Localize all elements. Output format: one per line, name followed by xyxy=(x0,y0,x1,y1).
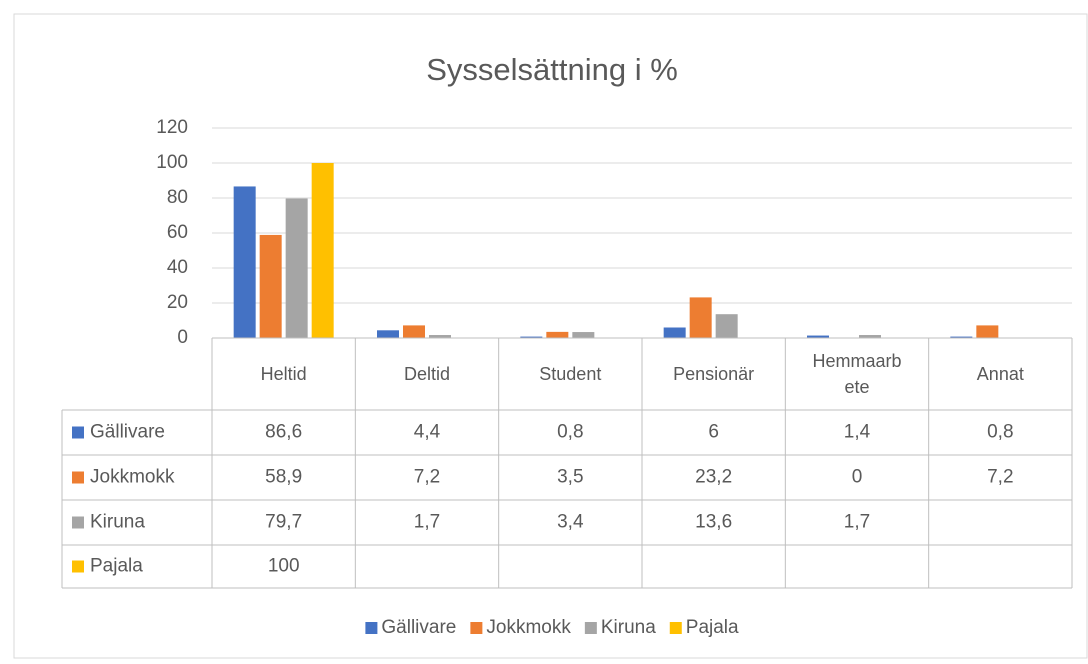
legend-swatch xyxy=(365,622,378,634)
row-label: Kiruna xyxy=(90,512,145,533)
table-value: 1,4 xyxy=(844,422,871,443)
category-cell: Hemmaarbete xyxy=(812,351,902,397)
x-tick-label: Student xyxy=(539,364,602,384)
bar xyxy=(976,325,999,338)
table-value: 1,7 xyxy=(844,512,870,533)
category-cell: Deltid xyxy=(403,364,450,384)
category-cell: Pensionär xyxy=(673,364,755,384)
x-tick-label: Pensionär xyxy=(673,364,755,384)
table-value: 23,2 xyxy=(695,467,732,488)
bar xyxy=(689,297,712,338)
y-tick-label: 40 xyxy=(167,257,188,278)
bar xyxy=(311,163,334,338)
bar xyxy=(546,331,569,338)
table-value: 3,4 xyxy=(557,512,584,533)
legend-swatch xyxy=(669,622,682,634)
x-tick-label: Annat xyxy=(976,364,1024,384)
table-value: 58,9 xyxy=(265,467,302,488)
table-value: 0,8 xyxy=(557,422,583,443)
bar xyxy=(715,314,738,338)
table-value: 100 xyxy=(268,556,300,577)
bar xyxy=(233,186,256,338)
bar xyxy=(807,335,829,338)
table-value: 7,2 xyxy=(414,467,440,488)
legend-swatch xyxy=(72,471,84,484)
table-value: 4,4 xyxy=(414,422,441,443)
table-value: 13,6 xyxy=(695,512,732,533)
table-value: 79,7 xyxy=(265,512,302,533)
bar xyxy=(259,234,282,338)
bar xyxy=(403,325,425,338)
table-value: 3,5 xyxy=(557,467,583,488)
table-value: 6 xyxy=(708,422,719,443)
category-cell: Student xyxy=(539,364,602,384)
y-tick-label: 120 xyxy=(156,117,188,138)
bar xyxy=(950,336,973,338)
bar xyxy=(377,330,399,338)
row-label: Pajala xyxy=(90,556,143,577)
bar xyxy=(429,335,451,338)
x-tick-label: Hemmaarbete xyxy=(812,351,902,397)
chart-title: Sysselsättning i % xyxy=(426,52,678,87)
legend-swatch xyxy=(72,516,84,529)
row-label: Jokkmokk xyxy=(90,467,175,488)
bar xyxy=(663,327,686,338)
x-tick-label: Deltid xyxy=(403,364,450,384)
bar xyxy=(572,332,595,338)
legend: Gällivare Jokkmokk Kiruna Pajala xyxy=(365,617,739,638)
legend-label: Pajala xyxy=(686,617,739,638)
row-label: Gällivare xyxy=(90,422,165,443)
y-tick-label: 100 xyxy=(156,152,188,173)
table-value: 86,6 xyxy=(265,422,302,443)
table-value: 0,8 xyxy=(987,422,1013,443)
y-tick-label: 20 xyxy=(167,292,188,313)
category-cell: Annat xyxy=(976,364,1024,384)
legend-swatch xyxy=(72,426,84,439)
y-tick-label: 0 xyxy=(177,327,188,348)
x-tick-label: Heltid xyxy=(260,364,307,384)
bar xyxy=(285,198,308,338)
bar xyxy=(520,336,543,338)
legend-label: Jokkmokk xyxy=(486,617,571,638)
legend-swatch xyxy=(72,560,84,573)
y-tick-label: 80 xyxy=(167,187,188,208)
legend-label: Gällivare xyxy=(381,617,456,638)
legend-label: Kiruna xyxy=(601,617,656,638)
legend-swatch xyxy=(584,622,597,634)
table-value: 7,2 xyxy=(987,467,1013,488)
y-tick-label: 60 xyxy=(167,222,188,243)
table-value: 1,7 xyxy=(414,512,440,533)
category-cell: Heltid xyxy=(260,364,307,384)
table-value: 0 xyxy=(852,467,863,488)
legend-swatch xyxy=(470,622,483,634)
bar xyxy=(859,335,881,338)
